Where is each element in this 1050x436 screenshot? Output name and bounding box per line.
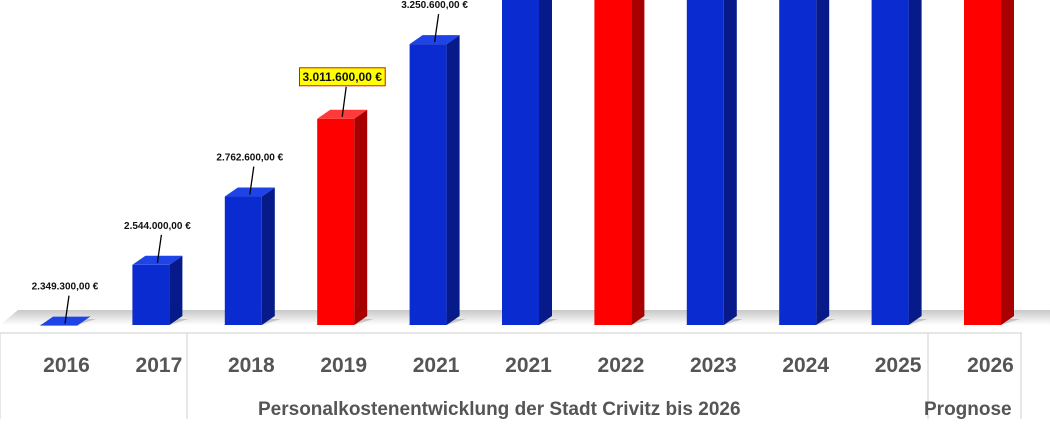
bar-2019 — [315, 109, 374, 326]
bar-2024 — [777, 0, 836, 326]
bar-side-face — [816, 0, 830, 325]
value-label-text: 3.011.600,00 € — [302, 70, 382, 84]
bar-front-face — [409, 44, 447, 325]
bar-2023 — [684, 0, 743, 326]
bar-side-face — [261, 187, 275, 325]
bar-front-face — [871, 0, 909, 325]
value-label-2016: 2.349.300,00 € — [32, 282, 99, 324]
bar-side-face — [631, 0, 645, 325]
bar-front-face — [224, 196, 262, 325]
bar-2026 — [962, 0, 1020, 325]
bar-side-face — [446, 35, 460, 325]
value-label-2019: 3.011.600,00 € — [298, 67, 386, 117]
year-label-2017: 2017 — [136, 354, 183, 377]
bar-side-face — [354, 109, 368, 326]
leader-line — [156, 234, 163, 263]
bar-2025 — [869, 0, 928, 325]
year-label-2021: 2021 — [505, 354, 552, 377]
year-labels-group: 2016 2017 2018 2019 2021 2021 2022 2023 2024 2025… — [43, 354, 1014, 377]
value-label-text: 2.762.600,00 € — [216, 153, 283, 164]
value-label-text: 2.349.300,00 € — [32, 282, 99, 293]
year-label-2022: 2022 — [598, 354, 645, 377]
bar-front-face — [964, 0, 1001, 325]
bar-2022 — [592, 0, 651, 325]
leader-line — [64, 295, 70, 324]
bar-side-face — [723, 0, 737, 325]
bar-2017 — [130, 255, 189, 325]
bar-front-face — [779, 0, 817, 326]
year-label-2018: 2018 — [228, 354, 275, 377]
year-label-2024: 2024 — [782, 354, 829, 377]
bar-front-face — [132, 264, 170, 325]
forecast-label: Prognose — [924, 399, 1012, 420]
bar-2021 — [500, 0, 558, 326]
category-axis-table — [0, 332, 1022, 419]
value-labels-group: 2.349.300,00 € 2.544.000,00 € 2.762.600,00… — [32, 0, 468, 324]
year-label-2021: 2021 — [413, 354, 460, 377]
bar-side-face — [539, 0, 552, 325]
bar-2021 — [407, 35, 466, 325]
value-label-2021: 3.250.600,00 € — [401, 0, 468, 43]
bar-side-face — [1001, 0, 1014, 325]
value-label-text: 2.544.000,00 € — [124, 221, 191, 232]
bar-side-face — [169, 255, 183, 325]
label-highlight-box — [298, 67, 386, 87]
value-label-2017: 2.544.000,00 € — [124, 221, 191, 263]
chart-caption: Personalkostenentwicklung der Stadt Criv… — [258, 399, 741, 420]
value-label-2018: 2.762.600,00 € — [216, 153, 284, 195]
bar-front-face — [502, 0, 539, 326]
year-label-2025: 2025 — [875, 354, 922, 377]
leader-line — [249, 166, 255, 195]
year-label-2019: 2019 — [320, 354, 367, 377]
leader-line — [341, 86, 347, 117]
bar-front-face — [686, 0, 724, 326]
year-label-2023: 2023 — [690, 354, 737, 377]
year-label-2016: 2016 — [43, 354, 90, 377]
bar-front-face — [317, 118, 355, 326]
bars-group — [38, 0, 1020, 326]
bar-2018 — [222, 187, 281, 325]
year-label-2026: 2026 — [967, 354, 1014, 377]
value-label-text: 3.250.600,00 € — [401, 0, 468, 11]
bar-side-face — [908, 0, 922, 325]
leader-line — [433, 14, 440, 43]
bar-front-face — [594, 0, 632, 325]
